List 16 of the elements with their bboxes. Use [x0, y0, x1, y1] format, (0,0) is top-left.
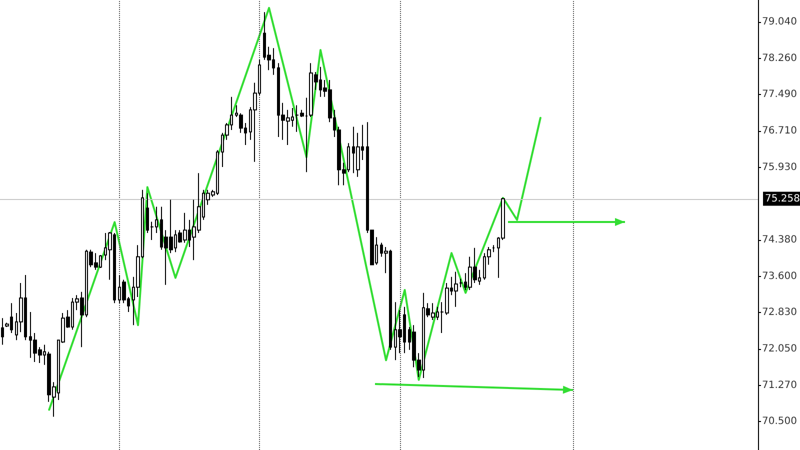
y-tick-label: 70.500	[762, 416, 798, 427]
y-tick-label: 73.600	[762, 270, 798, 282]
candlestick	[492, 244, 495, 253]
candlestick	[454, 271, 458, 308]
y-tick-label: 72.830	[762, 306, 798, 318]
line-series	[48, 6, 542, 411]
ref-line-label: 75.258	[765, 193, 800, 204]
y-tick-label: 78.260	[762, 52, 798, 64]
y-tick-label: 72.050	[762, 343, 798, 354]
y-tick-label: 74.380	[762, 234, 798, 246]
candlestick	[1, 318, 4, 346]
y-tick-label: 75.930	[762, 162, 798, 173]
y-tick-label: 79.040	[762, 16, 798, 28]
y-tick-label: 76.710	[762, 125, 798, 136]
y-tick-label: 71.270	[762, 380, 798, 391]
y-tick-label: 77.490	[762, 88, 798, 100]
